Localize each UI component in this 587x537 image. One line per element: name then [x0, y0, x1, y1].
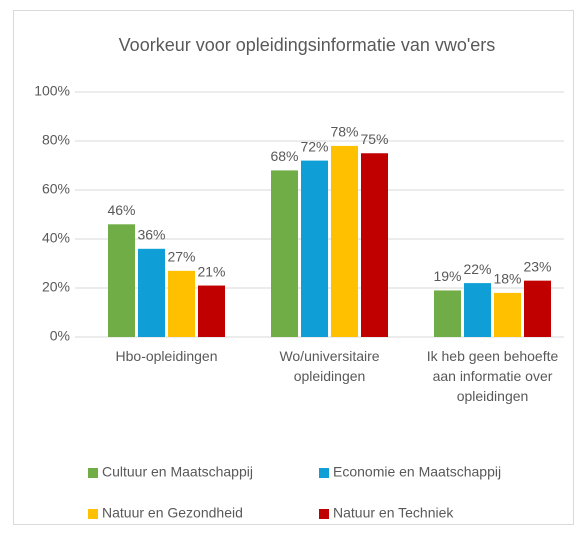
y-tick-label: 20%	[42, 279, 70, 295]
bar	[331, 145, 358, 337]
legend-swatch	[319, 468, 329, 478]
legend-label: Cultuur en Maatschappij	[102, 464, 253, 480]
data-label: 21%	[197, 263, 225, 279]
legend-swatch	[319, 509, 329, 519]
legend-swatch	[88, 509, 98, 519]
x-tick-label: Ik heb geen behoefte aan informatie over…	[426, 348, 559, 404]
data-label: 19%	[433, 268, 461, 284]
bar	[198, 285, 225, 337]
bar	[524, 280, 551, 337]
bar	[494, 292, 521, 337]
data-label: 68%	[270, 148, 298, 164]
x-tick-label: Hbo-opleidingen	[115, 348, 218, 364]
bar	[168, 270, 195, 337]
data-label: 72%	[300, 138, 328, 154]
y-tick-label: 100%	[34, 83, 70, 99]
bar	[108, 224, 135, 337]
bar	[138, 248, 165, 337]
bar	[361, 153, 388, 337]
data-label: 18%	[493, 271, 521, 287]
data-label: 46%	[107, 202, 135, 218]
chart-title: Voorkeur voor opleidingsinformatie van v…	[119, 35, 496, 55]
data-label: 27%	[167, 249, 195, 265]
y-tick-label: 0%	[50, 328, 70, 344]
y-tick-label: 80%	[42, 132, 70, 148]
data-label: 22%	[463, 261, 491, 277]
x-tick-label: Wo/universitaire opleidingen	[279, 348, 380, 384]
bar	[301, 160, 328, 337]
legend-label: Economie en Maatschappij	[333, 464, 501, 480]
data-label: 23%	[523, 258, 551, 274]
bar	[464, 283, 491, 337]
legend-label: Natuur en Gezondheid	[102, 505, 243, 521]
bar	[434, 290, 461, 337]
legend-label: Natuur en Techniek	[333, 505, 454, 521]
bar	[271, 170, 298, 337]
y-tick-label: 60%	[42, 181, 70, 197]
y-tick-label: 40%	[42, 230, 70, 246]
data-label: 36%	[137, 227, 165, 243]
data-label: 78%	[330, 124, 358, 140]
data-label: 75%	[360, 131, 388, 147]
legend-swatch	[88, 468, 98, 478]
